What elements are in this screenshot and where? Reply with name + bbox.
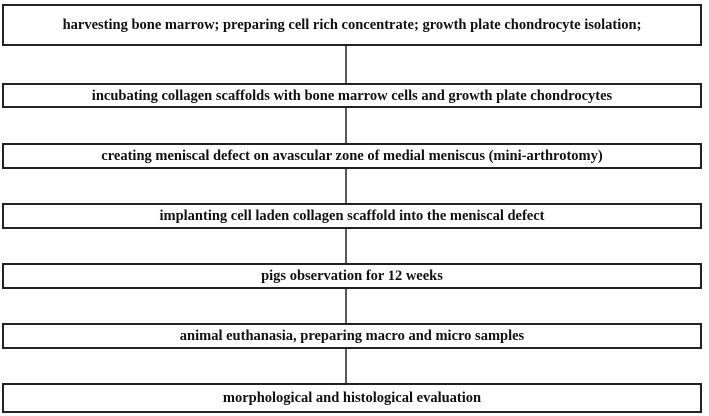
step-label: animal euthanasia, preparing macro and m… [179, 328, 525, 344]
step-box: implanting cell laden collagen scaffold … [2, 203, 702, 229]
step-box: harvesting bone marrow; preparing cell r… [2, 4, 702, 46]
step-label: incubating collagen scaffolds with bone … [91, 87, 613, 104]
step-box: incubating collagen scaffolds with bone … [2, 83, 702, 108]
step-box: morphological and histological evaluatio… [2, 383, 702, 413]
step-box: animal euthanasia, preparing macro and m… [2, 323, 702, 349]
step-label: harvesting bone marrow; preparing cell r… [62, 17, 642, 33]
step-label: implanting cell laden collagen scaffold … [159, 208, 545, 224]
step-box: pigs observation for 12 weeks [2, 263, 702, 289]
step-label: pigs observation for 12 weeks [261, 268, 443, 284]
step-label: creating meniscal defect on avascular zo… [101, 148, 603, 164]
step-label: morphological and histological evaluatio… [222, 390, 482, 406]
step-box: creating meniscal defect on avascular zo… [2, 143, 702, 169]
